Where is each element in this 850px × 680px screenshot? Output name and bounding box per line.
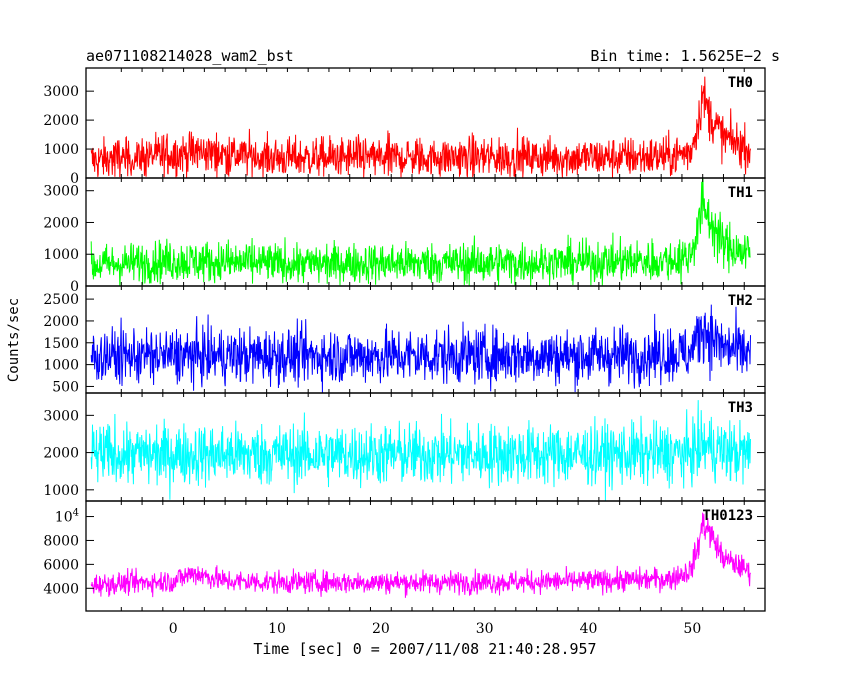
y-tick-label: 1000 xyxy=(43,142,79,158)
series-th2-trace xyxy=(90,304,751,393)
y-tick-label: 0 xyxy=(70,279,79,295)
figure-title: ae071108214028_wam2_bst xyxy=(86,47,294,65)
y-tick-label: 6000 xyxy=(43,557,79,573)
series-th0123-trace xyxy=(90,512,751,598)
x-tick-label: 50 xyxy=(683,621,701,637)
x-tick-label: 40 xyxy=(580,621,598,637)
y-tick-label: 104 xyxy=(55,508,79,526)
panel-label-th0123: TH0123 xyxy=(702,508,753,524)
y-tick-label: 2000 xyxy=(43,314,79,330)
x-tick-label: 20 xyxy=(372,621,390,637)
series-th1-trace xyxy=(90,178,751,286)
y-tick-label: 3000 xyxy=(43,84,79,100)
x-tick-label: 30 xyxy=(476,621,494,637)
panel-label-th2: TH2 xyxy=(728,293,753,309)
x-tick-label: 0 xyxy=(169,621,178,637)
y-tick-label: 2000 xyxy=(43,215,79,231)
y-tick-label: 3000 xyxy=(43,408,79,424)
panel-label-th0: TH0 xyxy=(728,75,753,91)
y-tick-label: 1000 xyxy=(43,358,79,374)
y-tick-label: 4000 xyxy=(43,581,79,597)
series-th3-trace xyxy=(90,400,751,501)
y-tick-label: 2500 xyxy=(43,292,79,308)
series-th0-trace xyxy=(90,76,751,178)
y-tick-label: 3000 xyxy=(43,184,79,200)
y-tick-label: 1000 xyxy=(43,247,79,263)
y-tick-label: 8000 xyxy=(43,533,79,549)
y-tick-label: 0 xyxy=(70,171,79,187)
y-tick-label: 1000 xyxy=(43,483,79,499)
panel-frame xyxy=(85,500,766,612)
x-tick-label: 10 xyxy=(268,621,286,637)
bin-time-label: Bin time: 1.5625E−2 s xyxy=(590,47,780,65)
panel-label-th3: TH3 xyxy=(728,400,753,416)
y-tick-label: 500 xyxy=(52,379,79,395)
y-tick-label: 2000 xyxy=(43,446,79,462)
y-tick-label: 2000 xyxy=(43,113,79,129)
panel-label-th1: TH1 xyxy=(728,185,753,201)
x-axis-label: Time [sec] 0 = 2007/11/08 21:40:28.957 xyxy=(253,640,596,658)
y-axis-label: Counts/sec xyxy=(6,298,22,382)
y-tick-label: 1500 xyxy=(43,336,79,352)
